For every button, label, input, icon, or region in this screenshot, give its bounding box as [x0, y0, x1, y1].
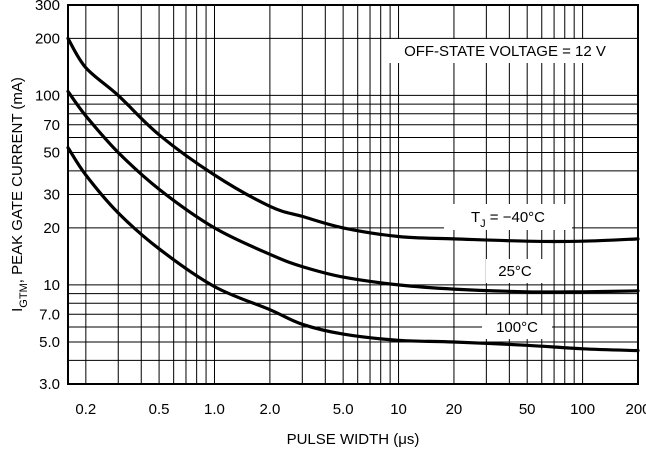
x-tick-label: 5.0: [333, 401, 354, 418]
y-axis-label-rest: , PEAK GATE CURRENT (mA): [9, 77, 26, 283]
y-tick-label: 10: [43, 277, 60, 294]
y-tick-label: 300: [35, 0, 60, 14]
series-label-main: 25°C: [498, 263, 532, 280]
x-axis-label: PULSE WIDTH (μs): [287, 431, 420, 448]
y-tick-label: 3.0: [39, 376, 60, 393]
x-tick-label: 50: [519, 401, 536, 418]
y-tick-label: 7.0: [39, 306, 60, 323]
series-curve: [66, 89, 640, 294]
y-tick-label: 70: [43, 117, 60, 134]
series-label-rest: = −40°C: [486, 209, 546, 226]
series-label-main: 100°C: [496, 319, 538, 336]
y-tick-label: 200: [35, 30, 60, 47]
x-tick-label: 10: [390, 401, 407, 418]
x-tick-label: 0.5: [149, 401, 170, 418]
series-curve: [66, 36, 640, 244]
x-tick-label: 20: [446, 401, 463, 418]
y-axis-label-sub: GTM: [18, 283, 30, 307]
y-tick-label: 5.0: [39, 334, 60, 351]
y-tick-labels: 3.0 5.0 7.0 10 20 30 50 70 100 200 300: [35, 0, 60, 393]
series-label-sub: J: [480, 218, 486, 230]
series-label: 100°C: [496, 319, 538, 336]
plot-frame: [67, 4, 639, 385]
x-tick-label: 100: [570, 401, 595, 418]
y-tick-label: 50: [43, 144, 60, 161]
y-tick-label: 30: [43, 187, 60, 204]
series-curve: [66, 146, 640, 353]
off-state-voltage-label-bg: [386, 39, 624, 63]
y-tick-label: 20: [43, 220, 60, 237]
x-tick-label: 2.0: [259, 401, 280, 418]
x-tick-labels: 0.2 0.5 1.0 2.0 5.0 10 20 50 100 200: [75, 401, 646, 418]
y-tick-label: 100: [35, 87, 60, 104]
y-axis-label-main: I: [9, 308, 26, 312]
series-label-bg: [444, 204, 572, 230]
y-axis-label: IGTM, PEAK GATE CURRENT (mA): [9, 77, 30, 312]
series-label-bg: [486, 259, 544, 283]
x-tick-label: 0.2: [75, 401, 96, 418]
series-label: 25°C: [498, 263, 532, 280]
annotations: OFF-STATE VOLTAGE = 12 V TJ = −40°C 25°C 10…: [386, 39, 624, 339]
series-label: TJ = −40°C: [471, 209, 545, 230]
series-label-main: T: [471, 209, 480, 226]
off-state-voltage-label: OFF-STATE VOLTAGE = 12 V: [404, 43, 606, 60]
x-tick-label: 1.0: [204, 401, 225, 418]
chart-curves: [66, 36, 640, 353]
x-tick-label: 200: [625, 401, 646, 418]
series-label-bg: [482, 315, 552, 339]
